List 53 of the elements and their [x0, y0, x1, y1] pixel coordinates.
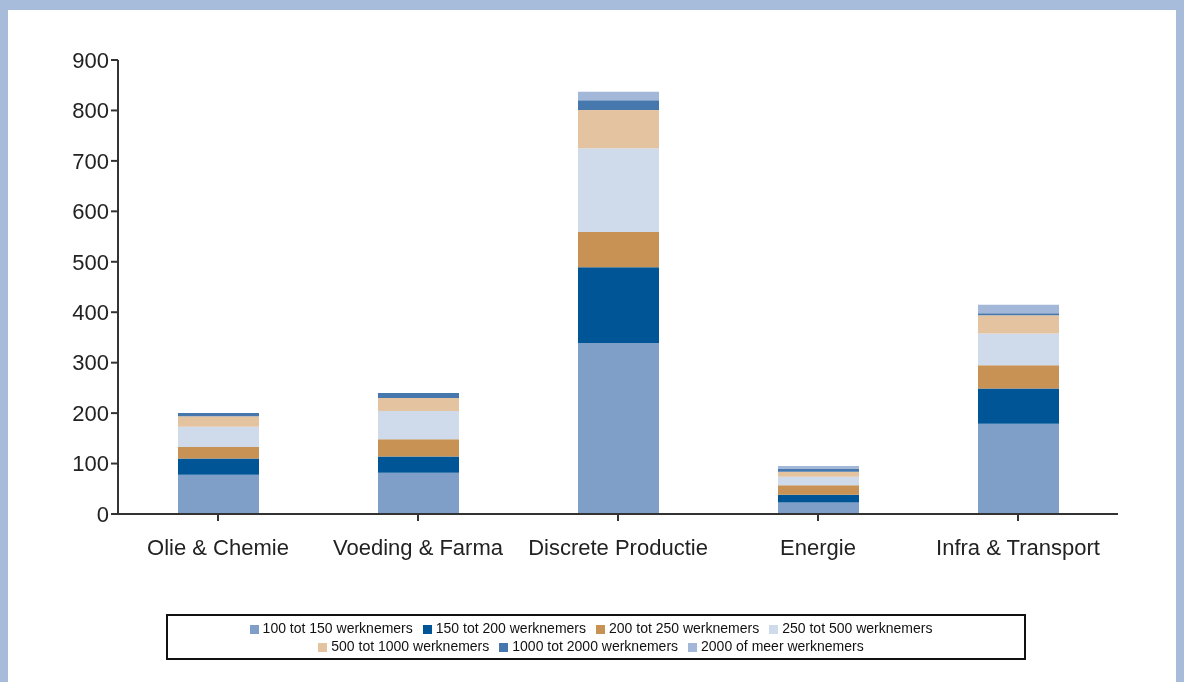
bar	[778, 476, 859, 486]
bar	[178, 413, 259, 417]
legend-label: 1000 tot 2000 werknemers	[512, 638, 679, 654]
bar	[778, 494, 859, 503]
legend-label: 150 tot 200 werknemers	[435, 620, 586, 636]
y-tick-label: 300	[72, 350, 109, 376]
y-tick-label: 900	[72, 47, 109, 73]
bar	[978, 313, 1059, 316]
bar	[778, 471, 859, 477]
y-tick-label: 800	[72, 98, 109, 124]
y-tick-label: 0	[96, 501, 109, 527]
bar	[778, 502, 859, 514]
legend-label: 200 tot 250 werknemers	[609, 620, 760, 636]
bar	[978, 315, 1059, 334]
x-tick-label: Infra & Transport	[936, 534, 1100, 560]
bar	[378, 411, 459, 440]
bar	[178, 474, 259, 514]
y-tick-label: 500	[72, 249, 109, 275]
bar	[378, 392, 459, 398]
bar	[578, 148, 659, 233]
legend-label: 100 tot 150 werknemers	[262, 620, 413, 636]
bar	[978, 388, 1059, 424]
bar	[578, 267, 659, 343]
bar	[178, 458, 259, 475]
bar	[178, 446, 259, 459]
legend-label: 2000 of meer werknemers	[701, 638, 864, 654]
legend-label: 250 tot 500 werknemers	[782, 620, 933, 636]
bar	[978, 333, 1059, 366]
bar	[178, 416, 259, 427]
y-tick-label: 200	[72, 400, 109, 426]
x-tick-label: Olie & Chemie	[147, 534, 289, 560]
y-tick-label: 100	[72, 451, 109, 477]
bar	[378, 456, 459, 473]
bar	[578, 91, 659, 101]
x-tick-label: Discrete Productie	[528, 534, 708, 560]
y-tick-label: 400	[72, 300, 109, 326]
x-tick-label: Energie	[780, 534, 856, 560]
bar	[978, 304, 1059, 314]
bar	[378, 472, 459, 514]
bar	[178, 426, 259, 447]
bar	[378, 439, 459, 457]
bar	[778, 485, 859, 495]
bar	[578, 109, 659, 149]
y-tick-label: 600	[72, 199, 109, 225]
bar	[378, 397, 459, 412]
bar	[578, 232, 659, 268]
legend-label: 500 tot 1000 werknemers	[331, 638, 490, 654]
x-tick-label: Voeding & Farma	[333, 534, 504, 560]
bar	[578, 100, 659, 110]
bar	[578, 342, 659, 514]
bar	[978, 423, 1059, 514]
bar	[978, 365, 1059, 389]
y-tick-label: 700	[72, 148, 109, 174]
